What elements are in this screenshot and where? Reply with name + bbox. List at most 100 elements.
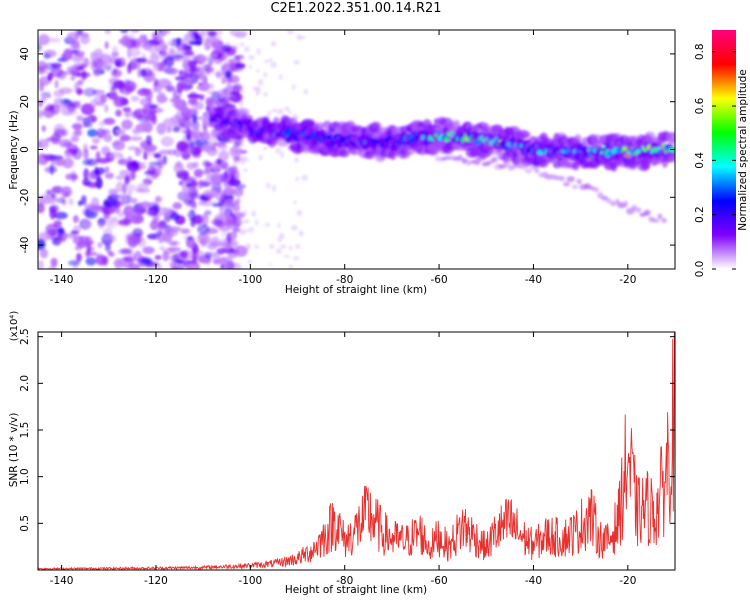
spectrogram-blob (204, 160, 210, 173)
snr-y-ticks: 0.5 1.0 1.5 2.0 2.5 (19, 328, 675, 532)
spectrogram-blob (186, 211, 192, 218)
spectrogram-blob (190, 146, 201, 156)
spectrogram-blob (90, 51, 98, 62)
spectrogram-blob (240, 159, 246, 165)
spectrogram-blob (171, 102, 183, 107)
spectrogram-blob (133, 207, 147, 214)
spectrogram-blob (296, 209, 303, 217)
spectrogram-blob (202, 144, 212, 153)
spectrogram-blob (443, 155, 452, 161)
spectrogram-blob (258, 154, 263, 161)
spectrogram-blob (512, 161, 519, 169)
spectrogram-blob (104, 41, 109, 50)
spectrogram-blob (105, 64, 111, 72)
spectrogram-y-tick-label: 0 (19, 146, 31, 153)
spectrogram-blob (227, 261, 234, 269)
spectrogram-blob (142, 246, 155, 255)
spectrogram-blob (212, 43, 224, 54)
spectrogram-blob (254, 244, 259, 249)
spectrogram-blob (162, 251, 170, 262)
spectrogram-blob (103, 117, 116, 125)
spectrogram-blob (162, 30, 171, 34)
spectrogram-y-tick-label: -40 (19, 237, 31, 254)
spectrogram-blob (247, 259, 252, 264)
spectrogram-blob (180, 106, 190, 114)
spectrogram-blob (63, 149, 71, 158)
spectrogram-blob (60, 186, 73, 198)
snr-y-tick-label: 1.0 (19, 468, 31, 485)
spectrogram-blob (156, 30, 163, 34)
spectrogram-blob (149, 53, 160, 62)
snr-y-tick-label: 2.0 (19, 375, 31, 392)
spectrogram-blob (209, 179, 222, 187)
spectrogram-blob (192, 247, 200, 253)
spectrogram-blob (198, 179, 203, 189)
spectrogram-blob (280, 244, 287, 249)
spectrogram-blob (144, 209, 156, 216)
spectrogram-blob (91, 137, 101, 144)
spectrogram-blob (227, 178, 241, 187)
spectrogram-blob (98, 120, 106, 127)
spectrogram-blob (667, 147, 675, 153)
spectrogram-blob (338, 148, 350, 158)
spectrogram-blob (85, 257, 97, 266)
spectrogram-blob (53, 128, 67, 138)
spectrogram-blob (593, 187, 600, 193)
spectrogram-blob (239, 247, 244, 253)
spectrogram-blob (70, 49, 79, 55)
spectrogram-blob (279, 73, 283, 81)
spectrogram-blob (57, 227, 65, 235)
colorbar: 0.0 0.2 0.4 0.6 0.8 Normalized spectral ampl… (694, 30, 749, 277)
spectrogram-blob (82, 220, 91, 227)
snr-y-tick-label: 0.5 (19, 515, 31, 532)
spectrogram-blob (538, 172, 544, 178)
colorbar-tick-label: 0.6 (694, 97, 706, 114)
spectrogram-blob (268, 262, 273, 267)
spectrogram-blob (245, 243, 251, 249)
spectrogram-blob (54, 79, 59, 89)
spectrogram-blob (176, 171, 189, 178)
spectrogram-blob (214, 136, 218, 141)
spectrogram-blob (96, 127, 106, 139)
spectrogram-blob (243, 219, 250, 224)
snr-x-tick-label: -20 (619, 575, 636, 587)
spectrogram-blob (227, 234, 232, 246)
spectrogram-x-ticks: -140 -120 -100 -80 -60 -40 -20 (50, 30, 636, 286)
spectrogram-blob (223, 172, 228, 184)
spectrogram-blob (519, 130, 531, 139)
spectrogram-blob (145, 135, 153, 146)
spectrogram-blob (301, 174, 308, 181)
spectrogram-blob (491, 156, 498, 163)
spectrogram-blob (112, 139, 126, 151)
spectrogram-blob (138, 120, 153, 132)
spectrogram-blob (225, 155, 230, 160)
spectrogram-y-axis-label: Frequency (Hz) (8, 110, 20, 189)
spectrogram-blob (83, 148, 89, 160)
snr-frame (37, 331, 676, 571)
spectrogram-blob (144, 261, 159, 268)
spectrogram-blob (152, 63, 162, 72)
spectrogram-blob (130, 30, 140, 33)
spectrogram-blob (263, 59, 270, 64)
spectrogram-blob (80, 195, 87, 205)
snr-x-tick-label: -120 (144, 575, 168, 587)
colorbar-tick-label: 0.0 (694, 261, 706, 278)
spectrogram-blob (162, 58, 167, 65)
snr-x-tick-label: -60 (430, 575, 447, 587)
spectrogram-blob (216, 35, 223, 40)
spectrogram-blob (76, 253, 82, 262)
spectrogram-blob (171, 41, 182, 47)
spectrogram-blob (221, 230, 227, 238)
spectrogram-blob (141, 42, 153, 50)
spectrogram-blob (220, 242, 232, 254)
spectrogram-blob (73, 235, 87, 245)
chart-title: C2E1.2022.351.00.14.R21 (270, 1, 442, 16)
spectrogram-blob (251, 210, 256, 217)
spectrogram-blob (185, 126, 191, 135)
spectrogram-blob (38, 202, 45, 214)
spectrogram-blob (270, 40, 277, 47)
spectrogram-blob (167, 226, 182, 233)
spectrogram-blob (220, 264, 225, 269)
spectrogram-blob (199, 231, 210, 244)
spectrogram-blob (231, 134, 245, 141)
